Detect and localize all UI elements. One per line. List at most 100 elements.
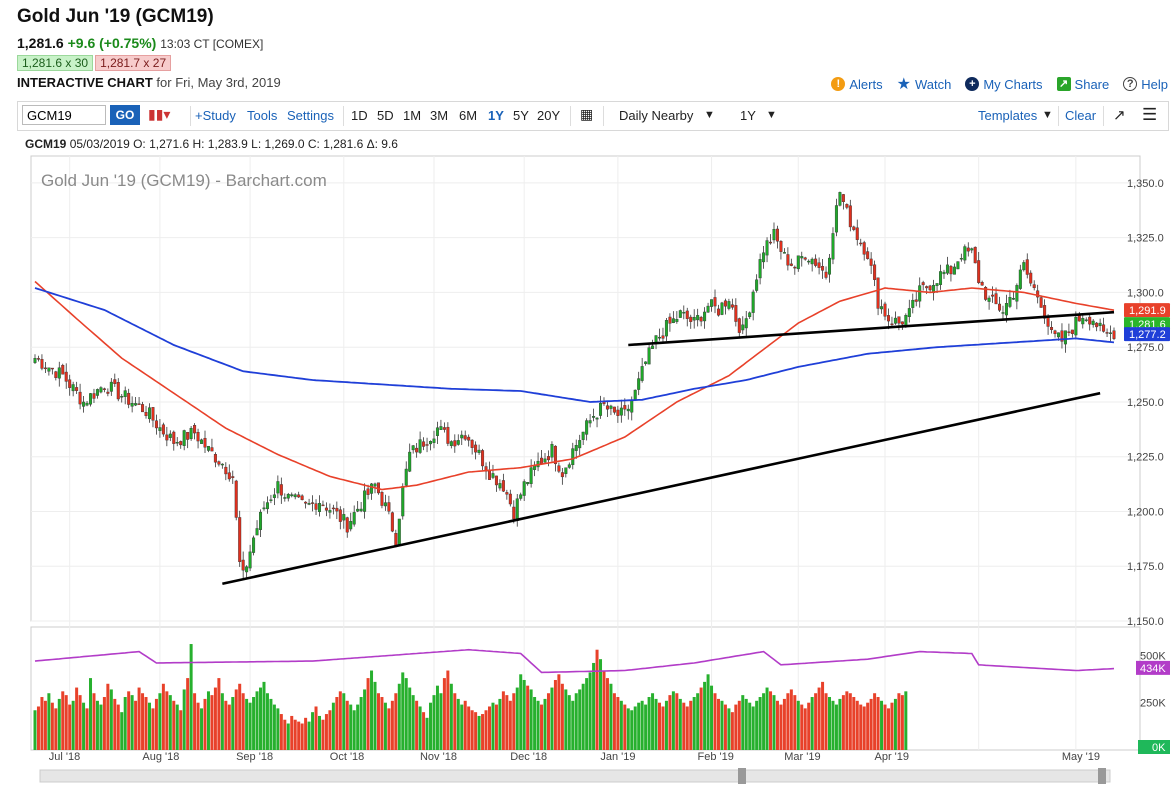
period-6m[interactable]: 6M — [459, 108, 478, 123]
volume-bar — [550, 687, 554, 750]
help-label: Help — [1141, 76, 1168, 92]
scrollbar-right-handle[interactable] — [1098, 768, 1106, 784]
frequency-select[interactable]: Daily Nearby — [619, 108, 694, 123]
candle-body — [512, 506, 516, 520]
symbol-input[interactable] — [22, 105, 106, 125]
range-select[interactable]: 1Y — [740, 108, 756, 123]
candle-body — [907, 308, 911, 318]
alerts-link[interactable]: ! Alerts — [831, 74, 883, 94]
candle-body — [123, 390, 127, 397]
candle-body — [744, 318, 748, 329]
candle-body — [1098, 322, 1102, 327]
volume-bar — [484, 710, 488, 750]
chevron-down-icon[interactable]: ▼ — [766, 109, 777, 121]
volume-bar — [307, 721, 311, 750]
share-link[interactable]: ↗ Share — [1056, 74, 1109, 94]
volume-bar — [775, 700, 779, 750]
candle-body — [338, 509, 342, 522]
scrollbar-left-handle[interactable] — [738, 768, 746, 784]
candle-body — [151, 407, 155, 421]
volume-bar — [227, 704, 231, 750]
watch-link[interactable]: ★ Watch — [897, 74, 952, 94]
period-5y[interactable]: 5Y — [513, 108, 529, 123]
candle-body — [553, 445, 557, 465]
volume-bar — [644, 704, 648, 750]
calendar-icon[interactable]: ▦ — [580, 106, 594, 122]
volume-tick-label: 250K — [1140, 698, 1166, 710]
volume-bar — [338, 691, 342, 750]
candle-body — [890, 323, 894, 326]
volume-bar — [890, 702, 894, 750]
y-tick-label: 1,325.0 — [1127, 233, 1164, 245]
candle-body — [85, 402, 89, 406]
volume-bar — [408, 687, 412, 750]
candle-body — [793, 266, 797, 269]
candle-body — [415, 447, 419, 453]
volume-bar — [102, 697, 106, 750]
candle-body — [57, 367, 61, 379]
period-1d[interactable]: 1D — [351, 108, 368, 123]
settings-button[interactable]: Settings — [287, 108, 334, 123]
go-button[interactable]: GO — [110, 105, 140, 125]
period-5d[interactable]: 5D — [377, 108, 394, 123]
menu-icon[interactable]: ☰ — [1142, 105, 1158, 124]
candle-body — [252, 537, 256, 553]
tools-button[interactable]: Tools — [247, 108, 278, 123]
candle-body — [1053, 330, 1057, 335]
candle-body — [1022, 262, 1026, 271]
period-1m[interactable]: 1M — [403, 108, 422, 123]
help-link[interactable]: ? Help — [1123, 74, 1168, 94]
candle-body — [380, 491, 384, 506]
candle-body — [109, 381, 113, 392]
candle-body — [959, 258, 963, 260]
study-button[interactable]: +Study — [195, 108, 236, 123]
volume-bar — [137, 687, 141, 750]
period-1y[interactable]: 1Y — [488, 108, 504, 123]
volume-bar — [529, 689, 533, 750]
period-20y[interactable]: 20Y — [537, 108, 561, 123]
volume-bar — [172, 700, 176, 750]
volume-bar — [255, 691, 259, 750]
my-charts-link[interactable]: + My Charts — [965, 74, 1043, 94]
y-tick-label: 1,175.0 — [1127, 561, 1164, 573]
ohlc-symbol: GCM19 — [25, 137, 67, 151]
candle-body — [390, 512, 394, 532]
candle-body — [821, 266, 825, 271]
chevron-down-icon[interactable]: ▼ — [704, 109, 715, 121]
candle-body — [75, 387, 79, 391]
candle-body — [817, 262, 821, 268]
candle-body — [939, 271, 943, 285]
volume-bar — [147, 702, 151, 750]
volume-bar — [439, 693, 443, 750]
candle-body — [210, 447, 214, 452]
divider — [570, 106, 571, 126]
candle-body — [1036, 290, 1040, 298]
candle-body — [734, 305, 738, 322]
volume-bar — [380, 697, 384, 750]
clear-button[interactable]: Clear — [1065, 108, 1097, 123]
volume-bar — [828, 697, 832, 750]
volume-bar — [311, 712, 315, 750]
volume-bar — [432, 695, 436, 750]
x-tick-label: Feb '19 — [698, 751, 734, 763]
candlestick-icon[interactable]: ▮▮▾ — [148, 106, 171, 122]
candle-body — [259, 511, 263, 530]
candle-body — [800, 256, 804, 259]
candle-body — [859, 242, 863, 245]
plus-circle-icon: + — [965, 77, 980, 91]
candle-body — [314, 503, 318, 510]
candle-body — [352, 512, 356, 525]
candle-body — [432, 438, 436, 443]
templates-button[interactable]: Templates — [978, 108, 1038, 123]
trendline[interactable] — [628, 310, 1115, 347]
trendline[interactable] — [222, 391, 1101, 586]
volume-bar — [265, 693, 269, 750]
candle-body — [297, 494, 301, 498]
expand-icon[interactable]: ↗ — [1113, 107, 1126, 124]
range-scrollbar[interactable] — [39, 769, 1111, 783]
chevron-down-icon[interactable]: ▼ — [1042, 109, 1053, 121]
period-3m[interactable]: 3M — [430, 108, 449, 123]
candle-body — [664, 320, 668, 337]
price-chart[interactable]: 1,350.0 1,325.0 1,300.0 1,275.0 1,250.0 1,225… — [0, 150, 1172, 785]
candle-body — [841, 194, 845, 203]
